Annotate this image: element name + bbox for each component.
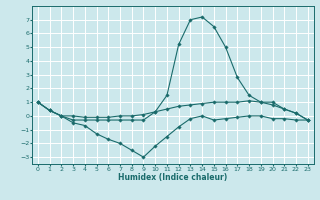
X-axis label: Humidex (Indice chaleur): Humidex (Indice chaleur): [118, 173, 228, 182]
